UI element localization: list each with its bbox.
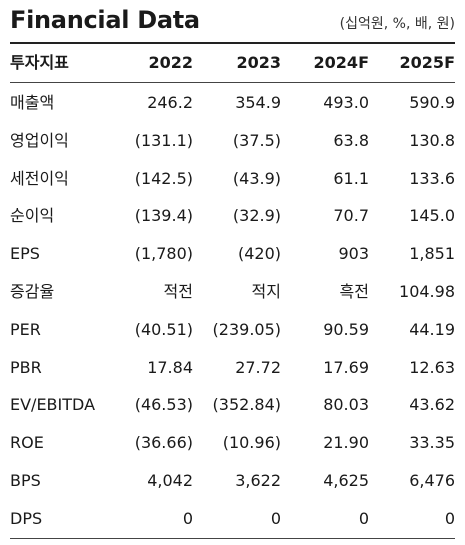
row-value: (142.5) [134,168,193,188]
row-value: 33.35 [409,433,455,453]
row-label: 순이익 [10,206,55,226]
row-value: (40.51) [134,319,193,339]
row-value: (43.9) [232,168,281,188]
row-value: 903 [338,244,369,264]
row-value: (10.96) [222,433,281,453]
header-2024f: 2024F [313,53,369,72]
top-divider [10,42,455,44]
table-body: 매출액 246.2 354.9 493.0 590.9 영업이익 (131.1) (37.5)… [10,84,455,538]
row-value: 1,851 [409,244,455,264]
row-label: DPS [10,508,43,528]
row-label: EV/EBITDA [10,395,96,415]
row-value: 4,042 [147,470,193,490]
row-value: 354.9 [235,93,281,112]
row-value: 흑전 [339,281,369,301]
row-value: 133.6 [409,168,455,188]
row-label: PBR [10,357,42,377]
row-value: 4,625 [323,470,369,490]
table-row: PER (40.51) (239.05) 90.59 44.19 [10,311,455,349]
table-row: 영업이익 (131.1) (37.5) 63.8 130.8 [10,122,455,160]
table-header: 투자지표 2022 2023 2024F 2025F [10,44,455,82]
header-metric: 투자지표 [10,53,69,72]
row-value: (139.4) [134,206,193,226]
unit-note: (십억원, %, 배, 원) [339,16,455,32]
row-value: 246.2 [147,93,193,112]
row-label: 증감율 [10,281,55,301]
row-label: 매출액 [10,93,55,112]
row-value: (131.1) [134,130,193,150]
bottom-divider [10,538,455,539]
row-value: 63.8 [333,130,369,150]
header-2022: 2022 [148,53,193,72]
row-value: (37.5) [232,130,281,150]
row-label: 영업이익 [10,130,69,150]
row-value: 104.98 [399,281,455,301]
table-row: ROE (36.66) (10.96) 21.90 33.35 [10,424,455,462]
row-value: (239.05) [212,319,281,339]
header-2025f: 2025F [399,53,455,72]
row-value: 12.63 [409,357,455,377]
row-value: (1,780) [134,244,193,264]
row-value: (32.9) [232,206,281,226]
row-value: 적지 [251,281,281,301]
row-value: 17.84 [147,357,193,377]
row-label: PER [10,319,41,339]
row-value: 80.03 [323,395,369,415]
row-value: 0 [358,508,369,528]
row-value: 17.69 [323,357,369,377]
table-row: EPS (1,780) (420) 903 1,851 [10,235,455,273]
row-value: 70.7 [333,206,369,226]
row-value: 493.0 [323,93,369,112]
row-value: 61.1 [333,168,369,188]
row-value: 44.19 [409,319,455,339]
table-row: BPS 4,042 3,622 4,625 6,476 [10,462,455,500]
row-value: (36.66) [134,433,193,453]
row-value: 3,622 [235,470,281,490]
table-row: 세전이익 (142.5) (43.9) 61.1 133.6 [10,160,455,198]
row-value: 적전 [163,281,193,301]
header-divider [10,82,455,83]
table-row: 증감율 적전 적지 흑전 104.98 [10,273,455,311]
row-label: 세전이익 [10,168,69,188]
row-value: 90.59 [323,319,369,339]
header-2023: 2023 [236,53,281,72]
panel-title: Financial Data [10,6,200,34]
row-value: (352.84) [212,395,281,415]
table-row: 순이익 (139.4) (32.9) 70.7 145.0 [10,197,455,235]
table-row: DPS 0 0 0 0 [10,500,455,538]
row-value: 145.0 [409,206,455,226]
row-value: 0 [444,508,455,528]
row-value: 6,476 [409,470,455,490]
row-value: 0 [182,508,193,528]
row-value: (46.53) [134,395,193,415]
row-value: 21.90 [323,433,369,453]
table-row: 매출액 246.2 354.9 493.0 590.9 [10,84,455,122]
row-value: 27.72 [235,357,281,377]
row-value: 590.9 [409,93,455,112]
row-value: 0 [270,508,281,528]
row-value: (420) [237,244,281,264]
row-label: BPS [10,470,41,490]
row-value: 130.8 [409,130,455,150]
row-label: EPS [10,244,40,264]
table-row: EV/EBITDA (46.53) (352.84) 80.03 43.62 [10,386,455,424]
table-row: PBR 17.84 27.72 17.69 12.63 [10,349,455,387]
row-label: ROE [10,433,44,453]
row-value: 43.62 [409,395,455,415]
title-row: Financial Data (십억원, %, 배, 원) [10,6,455,40]
